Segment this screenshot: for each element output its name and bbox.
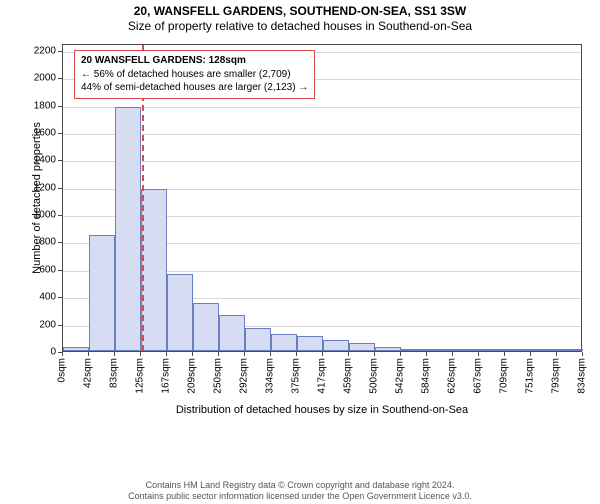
bar (531, 349, 557, 351)
chart: Number of detached properties Distributi… (0, 38, 600, 438)
callout-line-1: 20 WANSFELL GARDENS: 128sqm (81, 54, 308, 68)
x-tick-mark (296, 352, 297, 356)
callout-line-2: ← 56% of detached houses are smaller (2,… (81, 68, 308, 82)
bar (63, 347, 89, 351)
y-tick-label: 1000 (28, 210, 56, 221)
x-tick-mark (452, 352, 453, 356)
x-tick-mark (530, 352, 531, 356)
bar (167, 274, 193, 351)
x-tick-mark (114, 352, 115, 356)
x-tick-mark (88, 352, 89, 356)
y-tick-label: 1600 (28, 127, 56, 138)
bar (375, 347, 401, 351)
bar (453, 349, 479, 351)
y-tick-label: 2200 (28, 45, 56, 56)
y-tick-mark (58, 106, 62, 107)
x-tick-label: 417sqm (317, 358, 328, 394)
x-tick-mark (322, 352, 323, 356)
bar (557, 349, 583, 351)
x-tick-mark (270, 352, 271, 356)
x-tick-mark (348, 352, 349, 356)
bar (427, 349, 453, 351)
y-tick-label: 400 (28, 292, 56, 303)
x-tick-mark (400, 352, 401, 356)
x-tick-label: 834sqm (577, 358, 588, 394)
y-tick-mark (58, 325, 62, 326)
bar (219, 315, 245, 351)
x-tick-mark (166, 352, 167, 356)
x-tick-label: 375sqm (291, 358, 302, 394)
y-tick-label: 800 (28, 237, 56, 248)
footer: Contains HM Land Registry data © Crown c… (0, 480, 600, 503)
bar (401, 349, 427, 351)
y-tick-label: 1800 (28, 100, 56, 111)
footer-line-2: Contains public sector information licen… (0, 491, 600, 502)
y-tick-mark (58, 215, 62, 216)
x-tick-label: 793sqm (551, 358, 562, 394)
y-tick-mark (58, 78, 62, 79)
bar (479, 349, 505, 351)
x-tick-mark (374, 352, 375, 356)
footer-line-1: Contains HM Land Registry data © Crown c… (0, 480, 600, 491)
x-tick-mark (62, 352, 63, 356)
x-tick-label: 667sqm (473, 358, 484, 394)
x-tick-label: 542sqm (395, 358, 406, 394)
bar (271, 334, 297, 351)
title-main: 20, WANSFELL GARDENS, SOUTHEND-ON-SEA, S… (0, 4, 600, 18)
callout-line-3: 44% of semi-detached houses are larger (… (81, 81, 308, 95)
y-tick-label: 200 (28, 319, 56, 330)
x-tick-mark (218, 352, 219, 356)
x-tick-label: 209sqm (187, 358, 198, 394)
bar (323, 340, 349, 351)
y-tick-mark (58, 51, 62, 52)
x-tick-label: 292sqm (239, 358, 250, 394)
x-tick-label: 626sqm (447, 358, 458, 394)
y-tick-label: 2000 (28, 73, 56, 84)
x-tick-label: 0sqm (57, 358, 68, 382)
x-tick-mark (192, 352, 193, 356)
title-sub: Size of property relative to detached ho… (0, 19, 600, 33)
x-tick-mark (504, 352, 505, 356)
x-tick-label: 125sqm (135, 358, 146, 394)
y-axis-label: Number of detached properties (31, 113, 43, 283)
y-tick-mark (58, 270, 62, 271)
bar (297, 336, 323, 351)
x-tick-label: 83sqm (109, 358, 120, 388)
bar (89, 235, 115, 351)
x-tick-label: 167sqm (161, 358, 172, 394)
y-tick-mark (58, 297, 62, 298)
x-tick-label: 751sqm (525, 358, 536, 394)
x-tick-mark (556, 352, 557, 356)
x-tick-label: 250sqm (213, 358, 224, 394)
y-tick-label: 1400 (28, 155, 56, 166)
x-tick-mark (140, 352, 141, 356)
x-tick-label: 709sqm (499, 358, 510, 394)
y-tick-mark (58, 188, 62, 189)
x-tick-label: 334sqm (265, 358, 276, 394)
y-tick-label: 0 (28, 347, 56, 358)
reference-callout: 20 WANSFELL GARDENS: 128sqm ← 56% of det… (74, 50, 315, 99)
x-tick-label: 500sqm (369, 358, 380, 394)
y-tick-label: 600 (28, 264, 56, 275)
bar (245, 328, 271, 351)
x-tick-label: 584sqm (421, 358, 432, 394)
x-tick-mark (426, 352, 427, 356)
bar (505, 349, 531, 351)
x-tick-label: 42sqm (83, 358, 94, 388)
x-tick-label: 459sqm (343, 358, 354, 394)
x-tick-mark (582, 352, 583, 356)
y-tick-mark (58, 160, 62, 161)
bar (193, 303, 219, 351)
x-tick-mark (244, 352, 245, 356)
x-axis-label: Distribution of detached houses by size … (172, 404, 472, 416)
bar (115, 107, 141, 351)
x-tick-mark (478, 352, 479, 356)
bar (349, 343, 375, 351)
y-tick-mark (58, 133, 62, 134)
y-tick-label: 1200 (28, 182, 56, 193)
y-tick-mark (58, 242, 62, 243)
